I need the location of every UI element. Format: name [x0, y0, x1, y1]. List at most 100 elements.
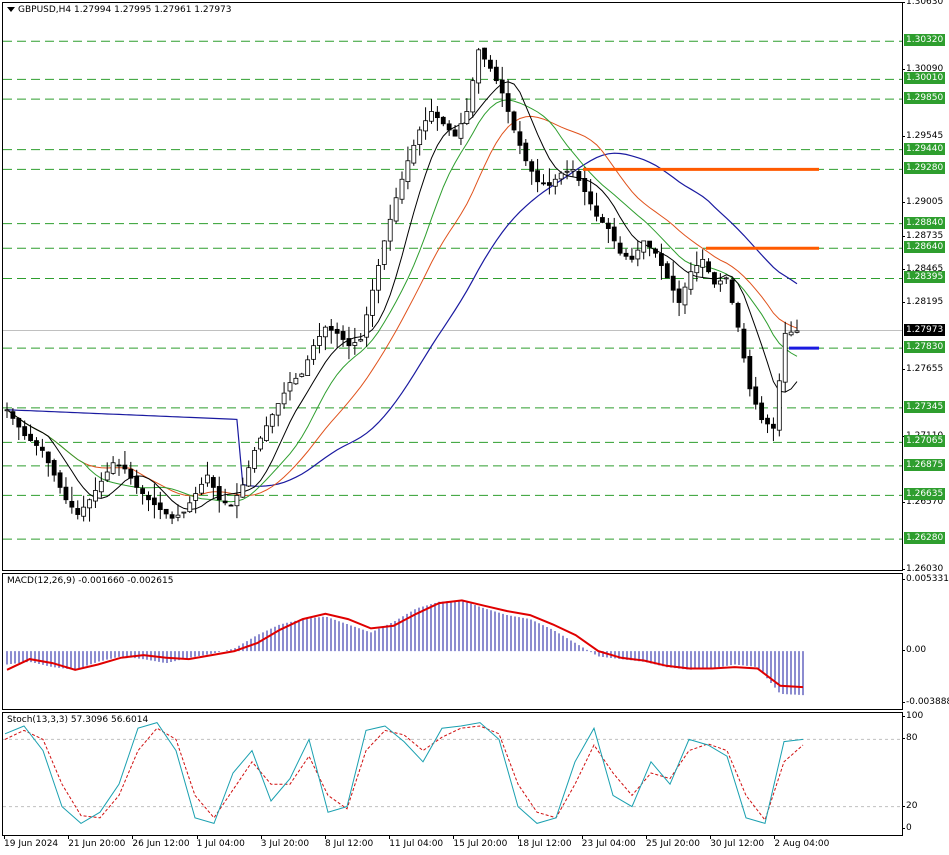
stoch-main-line [4, 722, 804, 825]
candle-body [352, 342, 358, 346]
candle-body [358, 339, 364, 342]
candle-body [75, 508, 81, 515]
candle-body [712, 272, 717, 285]
candle-body [493, 66, 499, 82]
price-level-badge: 1.29280 [904, 162, 946, 175]
current-price-badge: 1.27973 [904, 323, 946, 336]
price-axis[interactable]: 1.30630 1.30090 1.29545 1.29005 1.28735 1.284… [901, 0, 949, 574]
candle-body [69, 500, 75, 508]
ohlc-readout: 1.27994 1.27995 1.27961 1.27973 [74, 5, 232, 15]
candle-body [605, 222, 611, 229]
candle-body [470, 80, 476, 113]
time-label: 25 Jul 20:00 [646, 835, 700, 849]
macd-pane[interactable]: MACD(12,26,9) -0.001660 -0.002615 [2, 573, 903, 710]
candle-body [193, 493, 199, 501]
price-tick: 1.26030 [901, 564, 944, 574]
candle-body [187, 502, 193, 513]
candle-body [10, 411, 16, 419]
price-level-badge: 1.29850 [904, 92, 946, 105]
candle-body [252, 450, 258, 469]
candle-body [205, 474, 210, 484]
candle-body [452, 129, 458, 137]
candle-body [370, 289, 375, 316]
candle-body [541, 182, 546, 185]
candle-body [246, 467, 252, 487]
price-chart-canvas[interactable] [3, 3, 902, 570]
price-level-badge: 1.28640 [904, 241, 946, 254]
candle-body [275, 403, 281, 416]
candle-body [582, 178, 588, 192]
candle-body [505, 93, 511, 112]
candle-body [34, 440, 39, 446]
candle-body [535, 170, 540, 183]
candle-body [688, 271, 694, 290]
symbol-label: GBPUSD,H4 [18, 5, 72, 15]
candle-body [641, 240, 647, 253]
candle-body [776, 380, 782, 431]
macd-signal-line [6, 599, 804, 689]
price-level-badge: 1.27345 [904, 400, 946, 413]
candle-body [694, 265, 700, 274]
time-label: 11 Jul 04:00 [389, 835, 444, 849]
time-label: 2 Aug 04:00 [774, 835, 830, 849]
candle-body [39, 446, 45, 451]
time-label: 18 Jul 12:00 [517, 835, 572, 849]
candle-body [446, 123, 452, 131]
candle-body [234, 495, 240, 507]
candle-body [281, 392, 287, 405]
candle-body [140, 488, 145, 494]
time-label: 1 Jul 04:00 [196, 835, 245, 849]
price-level-badge: 1.27065 [904, 435, 946, 448]
candle-body [163, 508, 169, 515]
candle-body [98, 480, 104, 493]
macd-canvas[interactable] [3, 574, 902, 709]
time-label: 21 Jun 20:00 [68, 835, 126, 849]
ma-fast-line [6, 81, 798, 511]
candle-body [269, 414, 275, 427]
candle-body [564, 170, 570, 173]
price-chart-pane[interactable]: GBPUSD,H4 1.27994 1.27995 1.27961 1.2797… [2, 2, 903, 571]
candle-body [653, 248, 658, 254]
price-level-badge: 1.28395 [904, 271, 946, 284]
stochastic-canvas[interactable] [3, 713, 902, 835]
candle-body [258, 437, 263, 450]
chart-menu-arrow-icon[interactable] [7, 7, 15, 12]
candle-body [311, 345, 316, 360]
candle-body [146, 494, 151, 501]
candle-body [157, 502, 163, 511]
stoch-title: Stoch(13,3,3) 57.3096 56.6014 [7, 715, 149, 725]
price-tick: 1.30630 [901, 0, 943, 8]
candle-body [458, 123, 464, 139]
time-label: 15 Jul 20:00 [453, 835, 508, 849]
candle-body [210, 477, 216, 488]
candle-body [417, 129, 423, 145]
candle-body [788, 331, 794, 336]
candle-body [216, 486, 222, 501]
stoch-signal-line [4, 725, 804, 822]
candle-body [45, 451, 51, 464]
price-level-badge: 1.26280 [904, 532, 946, 545]
price-tick: 1.30090 [901, 63, 944, 74]
candle-body [293, 377, 299, 385]
candle-body [305, 359, 311, 376]
candle-body [128, 468, 134, 479]
candle-body [558, 172, 564, 180]
candle-body [723, 277, 729, 280]
time-label: 30 Jul 12:00 [710, 835, 765, 849]
candle-body [759, 402, 765, 421]
candle-body [753, 386, 759, 405]
candle-body [399, 178, 405, 200]
candle-body [411, 144, 417, 164]
candle-body [629, 255, 635, 260]
price-level-badge: 1.28840 [904, 216, 946, 229]
price-tick: 1.28195 [901, 297, 944, 308]
candle-body [659, 253, 664, 266]
price-level-badge: 1.26635 [904, 488, 946, 501]
candle-body [682, 286, 688, 306]
candle-body [22, 426, 28, 437]
candle-body [729, 279, 735, 303]
stochastic-pane[interactable]: Stoch(13,3,3) 57.3096 56.6014 [2, 712, 903, 836]
candle-body [782, 332, 788, 383]
ma-long-line [6, 152, 798, 487]
candle-body [381, 240, 387, 265]
